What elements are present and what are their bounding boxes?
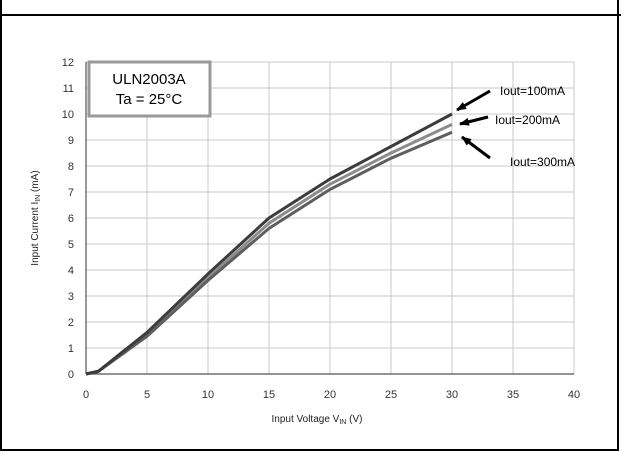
x-tick-label: 40 [568, 389, 580, 401]
y-axis-label-main: Input Current I [30, 202, 41, 266]
y-tick-label: 4 [68, 265, 74, 277]
y-tick-label: 9 [68, 135, 74, 147]
y-axis-label-unit: (mA) [30, 170, 41, 194]
x-tick-label: 30 [446, 389, 458, 401]
y-tick-label: 1 [68, 343, 74, 355]
y-tick-label: 10 [62, 109, 74, 121]
x-tick-label: 15 [263, 389, 275, 401]
device-name: ULN2003A [112, 71, 185, 88]
y-tick-label: 6 [68, 213, 74, 225]
ambient-temperature: Ta = 25°C [116, 91, 183, 108]
y-tick-label: 3 [68, 291, 74, 303]
y-tick-label: 7 [68, 187, 74, 199]
label-iout-100ma: Iout=100mA [500, 84, 565, 98]
y-axis-label: Input Current IIN (mA) [30, 170, 42, 265]
label-iout-200ma: Iout=200mA [495, 113, 560, 127]
y-tick-label: 0 [68, 369, 74, 381]
y-tick-label: 11 [63, 83, 74, 95]
axes-layer [85, 62, 574, 375]
y-axis-label-sub: IN [35, 195, 42, 202]
label-iout-300ma: Iout=300mA [510, 155, 575, 169]
y-tick-label: 5 [68, 239, 74, 251]
x-tick-label: 25 [385, 389, 397, 401]
arrow-iout-300ma [461, 135, 491, 160]
top-border-line [0, 14, 621, 16]
x-axis-label-unit: (V) [346, 414, 362, 425]
y-tick-label: 12 [62, 57, 74, 69]
series-layer [85, 112, 453, 376]
x-tick-label: 5 [144, 389, 150, 401]
device-info-box-border [87, 60, 212, 118]
x-tick-label: 35 [507, 389, 519, 401]
x-tick-label: 0 [83, 389, 89, 401]
series-line-iout-100ma [85, 112, 453, 376]
x-axis-label-main: Input Voltage V [272, 414, 340, 425]
y-tick-label: 2 [68, 317, 74, 329]
x-tick-label: 10 [202, 389, 214, 401]
x-axis-label-sub: IN [339, 419, 346, 426]
x-tick-label: 20 [324, 389, 336, 401]
y-tick-label: 8 [68, 161, 74, 173]
arrow-iout-100ma [456, 89, 491, 112]
arrow-iout-200ma [459, 115, 489, 126]
series-annotations: Iout=100mA Iout=200mA Iout=300mA [456, 84, 575, 169]
device-info-box: ULN2003A Ta = 25°C [87, 60, 212, 118]
x-axis-label: Input Voltage VIN (V) [272, 414, 363, 426]
